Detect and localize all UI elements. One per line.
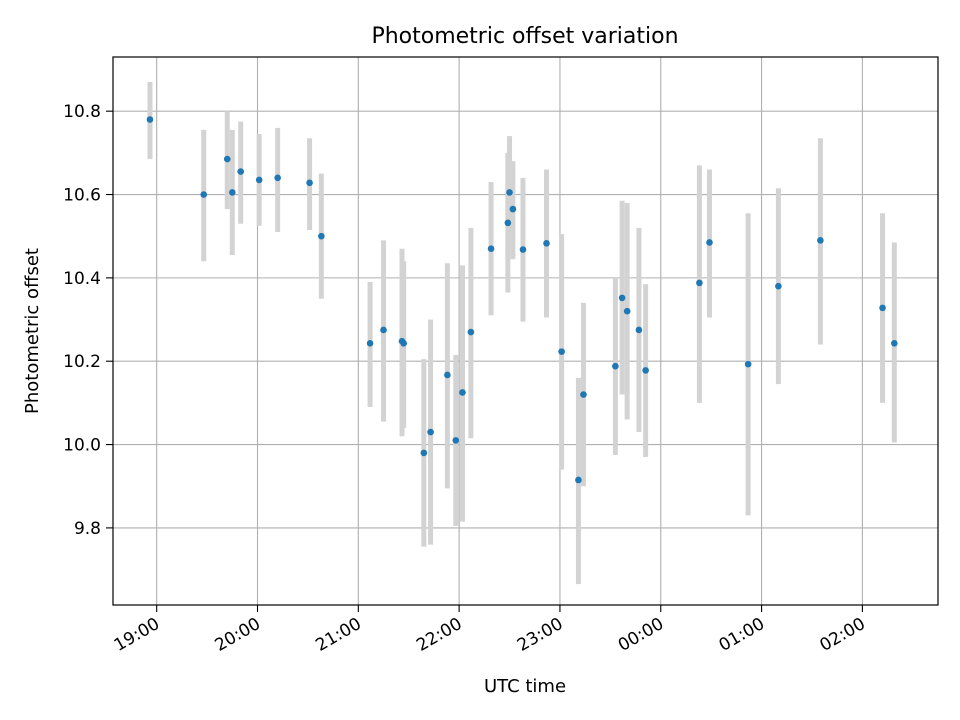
data-point xyxy=(200,191,208,198)
data-point xyxy=(420,449,428,457)
data-point xyxy=(509,205,517,213)
data-point xyxy=(696,279,703,287)
data-point xyxy=(146,116,154,123)
y-axis-ticks: 9.8 10.0 10.2 10.4 10.6 10.8 xyxy=(63,102,113,539)
data-point xyxy=(274,174,281,182)
data-point xyxy=(543,239,550,247)
data-point xyxy=(744,360,752,368)
y-tick-label: 10.2 xyxy=(63,352,101,372)
data-point xyxy=(452,437,460,444)
data-point xyxy=(817,237,824,244)
y-tick-label: 9.8 xyxy=(74,519,101,539)
data-point xyxy=(223,155,231,163)
data-point xyxy=(580,391,587,398)
data-point xyxy=(879,304,886,312)
data-points xyxy=(146,116,898,484)
data-point xyxy=(558,348,565,355)
y-tick-label: 10.4 xyxy=(63,269,101,289)
data-point xyxy=(444,371,451,379)
data-point xyxy=(775,282,782,290)
data-point xyxy=(459,389,466,396)
data-point xyxy=(255,176,263,184)
y-tick-label: 10.0 xyxy=(63,436,101,456)
y-axis-label: Photometric offset xyxy=(22,248,43,414)
data-point xyxy=(366,339,374,347)
data-point xyxy=(400,339,407,347)
data-point xyxy=(228,189,236,196)
data-point xyxy=(380,326,387,334)
x-axis-label: UTC time xyxy=(484,676,566,697)
plot-frame xyxy=(112,56,939,606)
data-point xyxy=(506,189,513,196)
data-point xyxy=(575,476,582,484)
data-point xyxy=(891,339,898,347)
y-tick-label: 10.6 xyxy=(63,186,101,206)
data-point xyxy=(467,328,475,336)
chart-title: Photometric offset variation xyxy=(371,24,678,49)
data-point xyxy=(427,428,434,436)
data-point xyxy=(487,245,495,252)
data-point xyxy=(706,239,713,246)
y-tick-label: 10.8 xyxy=(63,102,101,122)
data-point xyxy=(519,246,527,253)
data-point xyxy=(623,307,631,315)
data-point xyxy=(612,362,619,370)
data-point xyxy=(642,367,649,374)
data-point xyxy=(237,168,244,175)
data-point xyxy=(318,232,325,240)
data-point xyxy=(635,326,643,334)
data-point xyxy=(306,179,313,187)
data-point xyxy=(504,219,512,227)
data-point xyxy=(618,294,626,302)
